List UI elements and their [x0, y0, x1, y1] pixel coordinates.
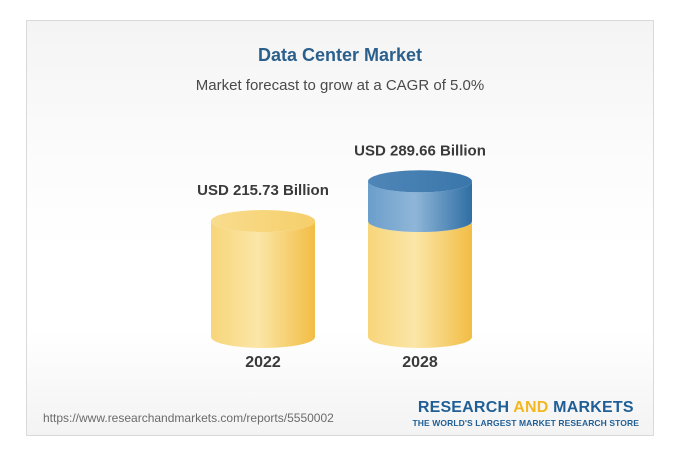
bar-growth-2028 [368, 181, 472, 233]
brand-tagline: THE WORLD'S LARGEST MARKET RESEARCH STOR… [412, 418, 639, 428]
value-label-2022: USD 215.73 Billion [197, 182, 329, 199]
brand-name-accent: AND [513, 399, 549, 416]
brand-name-part1: RESEARCH [417, 399, 514, 416]
source-url: https://www.researchandmarkets.com/repor… [43, 411, 334, 425]
brand-logo: RESEARCH AND MARKETS THE WORLD'S LARGEST… [413, 399, 640, 428]
category-label-2022: 2022 [245, 354, 281, 371]
chart-card: Data Center Market Market forecast to gr… [26, 20, 654, 436]
value-label-2028: USD 289.66 Billion [354, 142, 486, 159]
brand-name: RESEARCH AND MARKETS [413, 399, 640, 417]
cylinder-bar-chart: USD 215.73 Billion 2022 USD 289.66 Billion… [197, 142, 486, 371]
bar-top-2022 [211, 210, 315, 233]
category-label-2028: 2028 [402, 354, 438, 371]
chart-title: Data Center Market [257, 45, 423, 65]
bar-top-2028 [368, 170, 472, 193]
bar-base-2028 [368, 221, 472, 348]
chart-subtitle: Market forecast to grow at a CAGR of 5.0… [195, 77, 485, 94]
brand-name-part3: MARKETS [548, 399, 634, 416]
bar-2022 [211, 221, 315, 348]
